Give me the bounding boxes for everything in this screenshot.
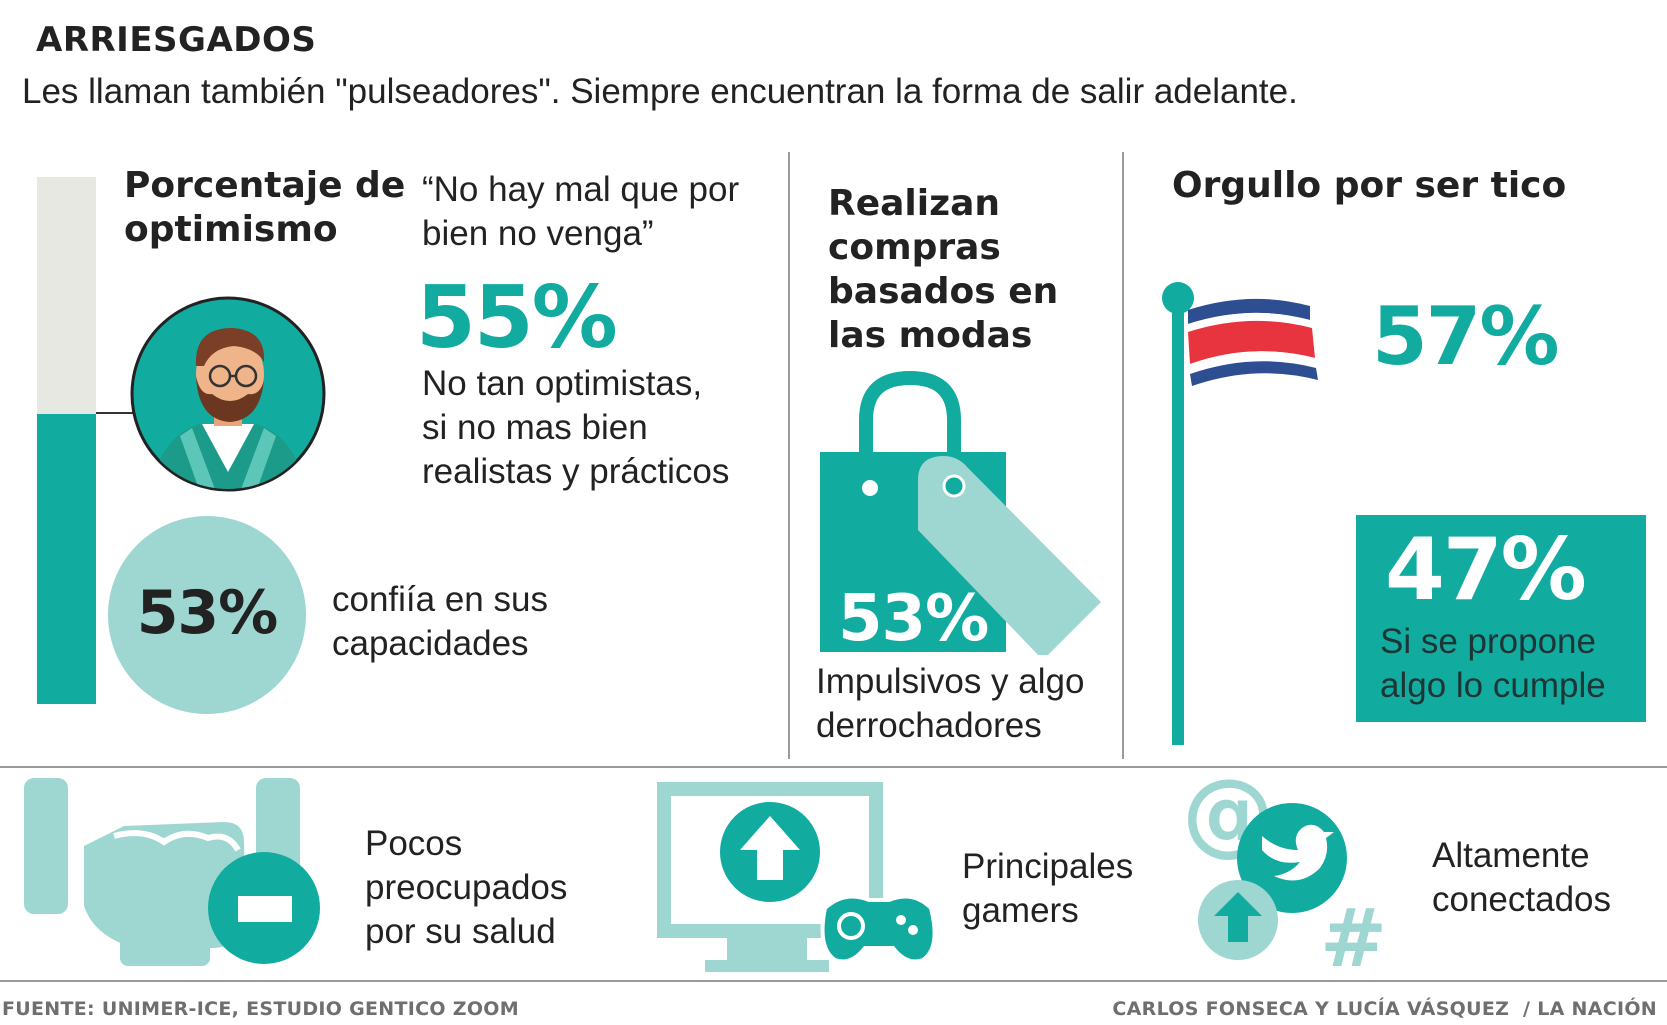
confident-line1: confiía en sus [332, 580, 548, 619]
goal-line1: Si se propone [1380, 622, 1596, 661]
costa-rica-flag-icon [1162, 282, 1318, 745]
quote-line2: bien no venga” [422, 214, 654, 253]
gamers-line2: gamers [962, 891, 1079, 930]
confident-description: confiía en sus capacidades [332, 578, 548, 666]
pct-confident: 53% [136, 578, 279, 648]
gamepad-icon [820, 894, 935, 964]
pct-pride: 57% [1372, 290, 1559, 383]
man-avatar-icon [130, 296, 326, 492]
price-tag-icon [918, 456, 1101, 655]
connected-description: Altamente conectados [1432, 834, 1611, 922]
goal-description: Si se propone algo lo cumple [1380, 620, 1606, 708]
divider-right [1122, 152, 1124, 759]
goal-line2: algo lo cumple [1380, 666, 1606, 705]
pct-goal: 47% [1385, 520, 1587, 620]
fashion-desc-line1: Impulsivos y algo [816, 662, 1085, 701]
fashion-heading-line4: las modas [828, 315, 1033, 356]
health-line3: por su salud [365, 912, 556, 951]
divider-footer [0, 980, 1667, 982]
quote-line1: “No hay mal que por [422, 170, 740, 209]
shopping-bag-icon [820, 370, 1101, 655]
divider-left [788, 152, 790, 759]
fashion-description: Impulsivos y algo derrochadores [816, 660, 1084, 748]
optimism-bar [37, 177, 96, 704]
realistic-line2: si no mas bien [422, 408, 648, 447]
optimism-heading-line2: optimismo [124, 209, 338, 250]
connected-line2: conectados [1432, 880, 1612, 919]
pct-fashion: 53% [838, 582, 989, 656]
optimism-heading: Porcentaje de optimismo [124, 164, 405, 252]
health-line2: preocupados [365, 868, 568, 907]
footer-source: FUENTE: UNIMER-ICE, ESTUDIO GENTICO ZOOM [2, 998, 519, 1020]
fashion-heading-line3: basados en [828, 271, 1059, 312]
realistic-description: No tan optimistas, si no mas bien realis… [422, 362, 729, 494]
health-description: Pocos preocupados por su salud [365, 822, 567, 954]
bar-connector-line [96, 412, 136, 414]
health-line1: Pocos [365, 824, 463, 863]
goal-box [1356, 515, 1646, 722]
hashtag-icon: # [1320, 892, 1387, 970]
confident-circle [108, 516, 306, 714]
connected-line1: Altamente [1432, 836, 1590, 875]
fashion-heading-line1: Realizan [828, 183, 1000, 224]
gamers-line1: Principales [962, 847, 1134, 886]
realistic-line3: realistas y prácticos [422, 452, 730, 491]
fashion-heading: Realizan compras basados en las modas [828, 182, 1058, 358]
footer-credits: CARLOS FONSECA Y LUCÍA VÁSQUEZ / LA NACI… [1112, 998, 1657, 1020]
fashion-desc-line2: derrochadores [816, 706, 1042, 745]
social-icons-cluster: @ # [1182, 770, 1387, 970]
pct-realistic: 55% [416, 268, 618, 368]
pride-heading: Orgullo por ser tico [1172, 165, 1567, 206]
divider-bottom-section [0, 766, 1667, 768]
gamers-description: Principales gamers [962, 845, 1133, 933]
page-title: ARRIESGADOS [36, 20, 317, 60]
confident-line2: capacidades [332, 624, 529, 663]
page-subtitle: Les llaman también "pulseadores". Siempr… [22, 72, 1298, 111]
fashion-heading-line2: compras [828, 227, 1001, 268]
realistic-line1: No tan optimistas, [422, 364, 703, 403]
monitor-upload-icon [657, 782, 935, 972]
fist-minus-icon [24, 778, 320, 966]
optimism-bar-fill [37, 414, 96, 704]
optimism-quote: “No hay mal que por bien no venga” [422, 168, 739, 256]
optimism-heading-line1: Porcentaje de [124, 165, 406, 206]
